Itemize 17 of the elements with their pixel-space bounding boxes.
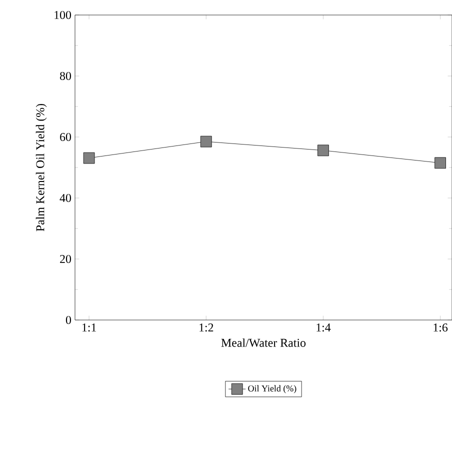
- y-axis-title: Palm Kernel Oil Yield (%): [36, 104, 47, 232]
- legend-label: Oil Yield (%): [248, 385, 296, 394]
- point: [200, 136, 212, 148]
- y-tick-label: 100: [54, 10, 71, 20]
- point: [83, 152, 95, 164]
- y-tick-label: 40: [60, 194, 71, 202]
- y-tick-label: 20: [60, 254, 71, 264]
- point: [317, 144, 329, 156]
- x-tick-label: 1:4: [316, 324, 331, 332]
- x-axis-title: Meal/Water Ratio: [221, 338, 306, 347]
- y-tick-label: 80: [60, 72, 71, 80]
- x-tick-label: 1:2: [199, 324, 214, 332]
- x-tick-label: 1:1: [82, 324, 96, 332]
- x-tick-label: 1:6: [434, 324, 448, 332]
- point: [434, 157, 446, 169]
- y-tick-label: 60: [60, 132, 71, 142]
- y-tick-label: 0: [66, 316, 71, 324]
